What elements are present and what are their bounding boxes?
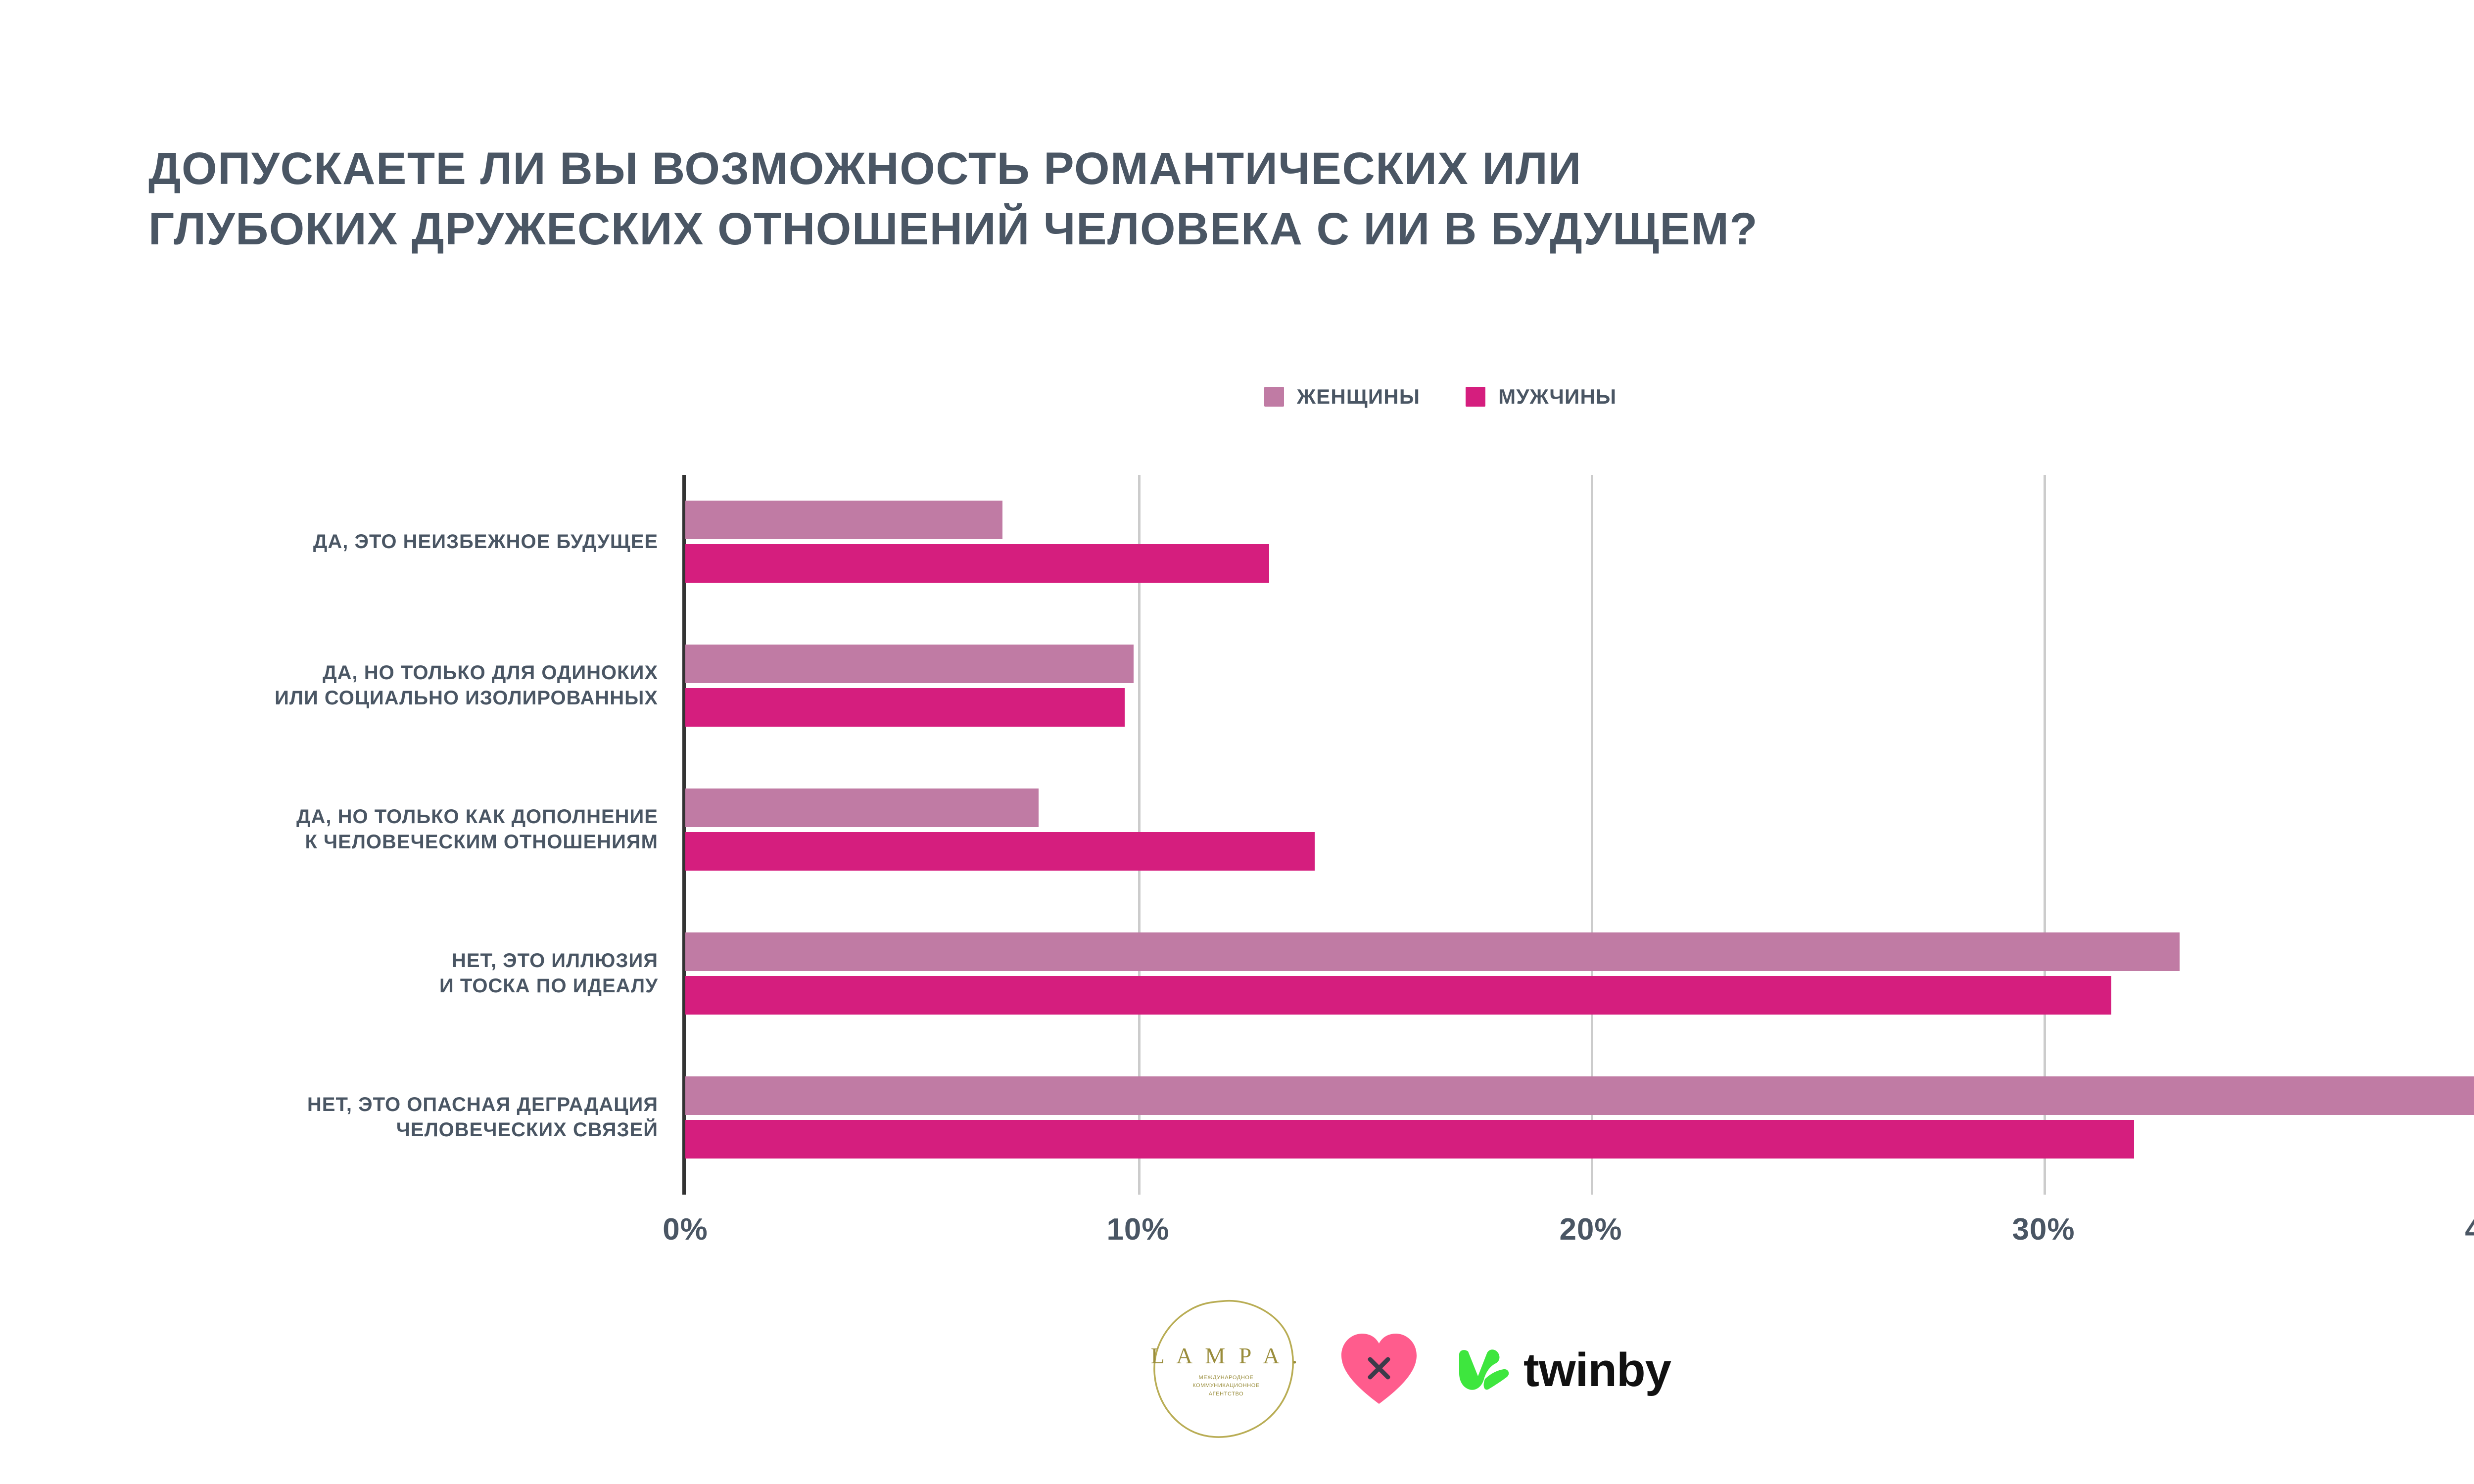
bar-group — [685, 763, 2474, 907]
x-tick-label: 20% — [1559, 1212, 1622, 1247]
plot-area — [682, 475, 2474, 1195]
footer-logos: L A M P A . МЕЖДУНАРОДНОЕ КОММУНИКАЦИОНН… — [0, 1296, 2474, 1444]
twinby-w-icon — [1459, 1349, 1509, 1390]
bar-women[interactable] — [685, 932, 2180, 971]
x-tick-label: 40% — [2465, 1212, 2474, 1247]
category-label-line: ДА, НО ТОЛЬКО КАК ДОПОЛНЕНИЕ — [296, 806, 658, 828]
x-tick-label: 0% — [663, 1212, 708, 1247]
lampa-blob-icon — [1153, 1299, 1294, 1438]
bar-group — [685, 475, 2474, 619]
x-tick-label: 30% — [2012, 1212, 2075, 1247]
bar-women[interactable] — [685, 501, 1002, 539]
page-title: ДОПУСКАЕТЕ ЛИ ВЫ ВОЗМОЖНОСТЬ РОМАНТИЧЕСК… — [148, 139, 2474, 260]
category-label-line: К ЧЕЛОВЕЧЕСКИМ ОТНОШЕНИЯМ — [305, 831, 658, 853]
chart-legend: ЖЕНЩИНЫ МУЖЧИНЫ — [1264, 385, 1617, 409]
legend-item-women: ЖЕНЩИНЫ — [1264, 385, 1420, 409]
category-label-line: ДА, ЭТО НЕИЗБЕЖНОЕ БУДУЩЕЕ — [313, 530, 658, 553]
heart-x-glyph — [1341, 1334, 1417, 1404]
bar-men[interactable] — [685, 544, 1270, 583]
bar-group — [685, 619, 2474, 763]
x-tick-label: 10% — [1106, 1212, 1170, 1247]
category-label-line: ИЛИ СОЦИАЛЬНО ИЗОЛИРОВАННЫХ — [275, 687, 658, 709]
category-axis-labels: ДА, ЭТО НЕИЗБЕЖНОЕ БУДУЩЕЕ ДА, НО ТОЛЬКО … — [0, 475, 658, 1195]
bar-men[interactable] — [685, 688, 1125, 727]
category-label: ДА, НО ТОЛЬКО ДЛЯ ОДИНОКИХ ИЛИ СОЦИАЛЬНО … — [0, 660, 658, 711]
legend-swatch-men — [1466, 387, 1486, 407]
y-axis-line — [682, 475, 686, 1195]
bar-group — [685, 1051, 2474, 1195]
category-label: ДА, НО ТОЛЬКО КАК ДОПОЛНЕНИЕ К ЧЕЛОВЕЧЕСК… — [0, 804, 658, 855]
legend-label-women: ЖЕНЩИНЫ — [1297, 385, 1421, 408]
bar-women[interactable] — [685, 788, 1039, 827]
lampa-wordmark: L A M P A . — [1150, 1343, 1302, 1368]
category-label-line: НЕТ, ЭТО ОПАСНАЯ ДЕГРАДАЦИЯ — [307, 1094, 658, 1115]
lampa-tagline-line-3: АГЕНТСТВО — [1208, 1391, 1244, 1397]
heart-x-icon — [1337, 1329, 1421, 1412]
title-line-1: ДОПУСКАЕТЕ ЛИ ВЫ ВОЗМОЖНОСТЬ РОМАНТИЧЕСК… — [148, 143, 1582, 194]
lampa-tagline-line-1: МЕЖДУНАРОДНОЕ — [1198, 1374, 1254, 1381]
category-label-line: ДА, НО ТОЛЬКО ДЛЯ ОДИНОКИХ — [323, 662, 658, 684]
lampa-logo: L A M P A . МЕЖДУНАРОДНОЕ КОММУНИКАЦИОНН… — [1149, 1296, 1303, 1444]
twinby-logo: twinby — [1455, 1343, 1671, 1397]
legend-swatch-women — [1264, 387, 1284, 407]
lampa-tagline: МЕЖДУНАРОДНОЕ КОММУНИКАЦИОННОЕ АГЕНТСТВО — [1192, 1374, 1260, 1398]
gridline-20 — [1591, 475, 1593, 1195]
category-label: НЕТ, ЭТО ИЛЛЮЗИЯ И ТОСКА ПО ИДЕАЛУ — [0, 948, 658, 999]
x-axis-tick-labels: 0% 10% 20% 30% 40% — [663, 1212, 2474, 1271]
bar-men[interactable] — [685, 1120, 2134, 1159]
title-line-2: ГЛУБОКИХ ДРУЖЕСКИХ ОТНОШЕНИЙ ЧЕЛОВЕКА С … — [148, 204, 1759, 255]
lampa-tagline-line-2: КОММУНИКАЦИОННОЕ — [1192, 1383, 1260, 1389]
bar-men[interactable] — [685, 832, 1315, 871]
bar-women[interactable] — [685, 1076, 2474, 1115]
category-label-line: ЧЕЛОВЕЧЕСКИХ СВЯЗЕЙ — [396, 1119, 658, 1141]
bar-group — [685, 907, 2474, 1051]
category-label: ДА, ЭТО НЕИЗБЕЖНОЕ БУДУЩЕЕ — [0, 529, 658, 555]
bar-women[interactable] — [685, 645, 1134, 683]
bar-men[interactable] — [685, 976, 2112, 1015]
gridline-30 — [2044, 475, 2046, 1195]
legend-item-men: МУЖЧИНЫ — [1466, 385, 1617, 409]
category-label: НЕТ, ЭТО ОПАСНАЯ ДЕГРАДАЦИЯ ЧЕЛОВЕЧЕСКИХ … — [0, 1092, 658, 1143]
category-label-line: НЕТ, ЭТО ИЛЛЮЗИЯ — [451, 950, 658, 972]
legend-label-men: МУЖЧИНЫ — [1498, 385, 1617, 408]
twinby-wordmark: twinby — [1523, 1344, 1671, 1396]
category-label-line: И ТОСКА ПО ИДЕАЛУ — [439, 975, 658, 997]
bar-rows — [685, 475, 2474, 1195]
